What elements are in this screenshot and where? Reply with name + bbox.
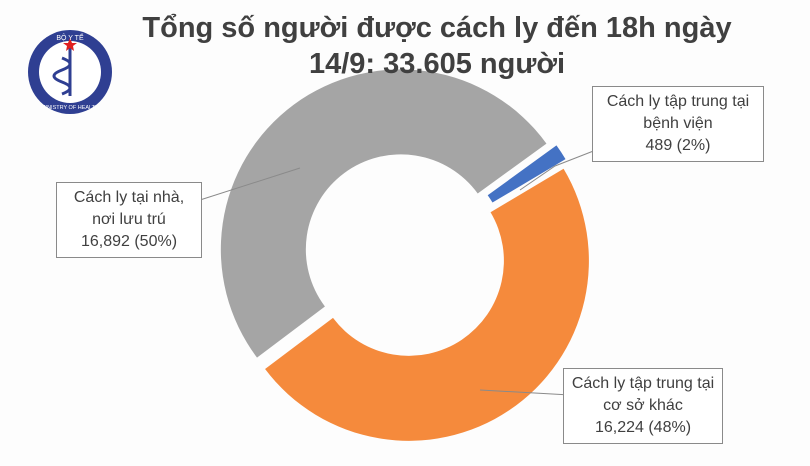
data-label: Cách ly tập trung tại cơ sở khác 16,224 (… xyxy=(563,368,723,444)
logo-symbol xyxy=(52,48,72,96)
chart-title: Tổng số người được cách ly đến 18h ngày … xyxy=(142,12,732,80)
value-label: 16,224 (48%) xyxy=(594,419,692,436)
logo-star xyxy=(63,38,77,51)
value-label: 16,892 (50%) xyxy=(80,233,178,250)
donut-slice xyxy=(265,168,589,441)
donut-slice xyxy=(487,145,566,203)
logo: BỘ Y TẾ MINISTRY OF HEALTH xyxy=(28,30,112,114)
leader-line xyxy=(199,167,301,201)
leader-line xyxy=(479,389,571,396)
category-label: Cách ly tập trung tại cơ sở khác xyxy=(571,375,715,414)
leader-line xyxy=(519,149,597,191)
value-label: 489 (2%) xyxy=(645,137,711,154)
logo-bottom-text: MINISTRY OF HEALTH xyxy=(41,105,99,111)
category-label: Cách ly tại nhà, nơi lưu trú xyxy=(73,189,185,228)
data-label: Cách ly tập trung tại bệnh viện 489 (2%) xyxy=(592,86,764,162)
data-label: Cách ly tại nhà, nơi lưu trú 16,892 (50%) xyxy=(56,182,202,258)
logo-top-text: BỘ Y TẾ xyxy=(56,32,84,42)
donut-slice xyxy=(220,69,547,358)
category-label: Cách ly tập trung tại bệnh viện xyxy=(606,93,750,132)
